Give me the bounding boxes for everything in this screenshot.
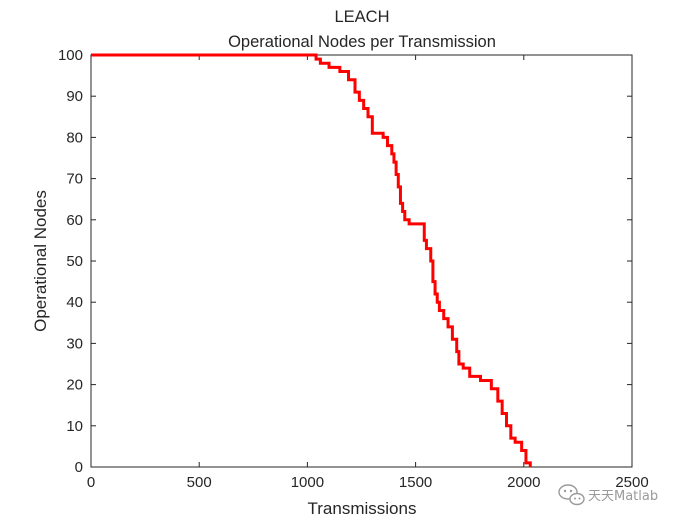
x-tick-label: 500 xyxy=(187,474,212,491)
watermark: 天天Matlab xyxy=(558,484,658,506)
y-tick-label: 20 xyxy=(66,377,83,394)
y-axis: 0 10 20 30 40 50 60 70 80 90 100 xyxy=(58,47,632,476)
y-tick-label: 30 xyxy=(66,335,83,352)
y-axis-title: Operational Nodes xyxy=(31,190,50,332)
series-layer xyxy=(91,53,532,467)
y-tick-label: 40 xyxy=(66,294,83,311)
y-tick-label: 70 xyxy=(66,171,83,188)
y-tick-label: 100 xyxy=(58,47,83,64)
x-axis: 0 500 1000 1500 2000 2500 xyxy=(87,55,649,491)
x-tick-label: 1000 xyxy=(291,474,324,491)
y-tick-label: 50 xyxy=(66,253,83,270)
series-line xyxy=(91,53,532,467)
watermark-text: 天天Matlab xyxy=(588,489,658,504)
chart-title: LEACH xyxy=(334,8,389,26)
y-tick-label: 90 xyxy=(66,88,83,105)
x-tick-label: 2000 xyxy=(507,474,540,491)
y-tick-label: 60 xyxy=(66,212,83,229)
x-tick-label: 2500 xyxy=(615,474,648,491)
x-axis-title: Transmissions xyxy=(308,499,417,518)
y-tick-label: 0 xyxy=(75,459,83,476)
y-tick-label: 80 xyxy=(66,129,83,146)
chart-subtitle: Operational Nodes per Transmission xyxy=(228,33,496,51)
wechat-bubbles-icon xyxy=(558,484,585,506)
y-tick-label: 10 xyxy=(66,418,83,435)
x-tick-label: 0 xyxy=(87,474,95,491)
plot-area xyxy=(90,54,633,468)
x-tick-label: 1500 xyxy=(399,474,432,491)
